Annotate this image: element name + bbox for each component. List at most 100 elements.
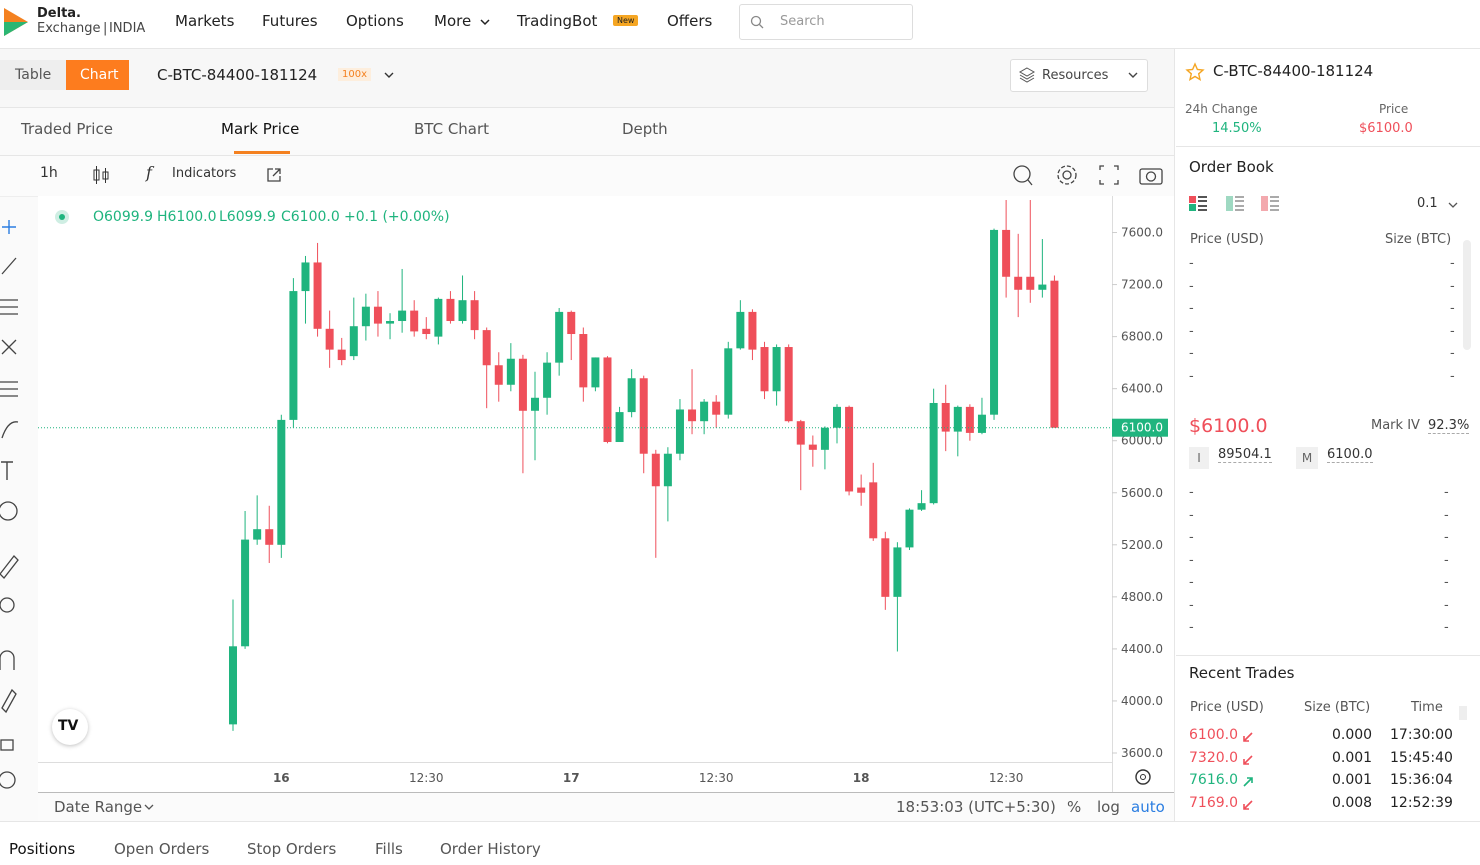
nav-item[interactable]: Markets xyxy=(175,12,235,30)
drawing-toolbar[interactable] xyxy=(0,200,26,800)
candle-type-icon[interactable] xyxy=(90,164,112,186)
candle-body xyxy=(881,538,890,597)
scale-option[interactable]: auto xyxy=(1131,798,1165,816)
candle-body xyxy=(639,378,648,454)
candle-body xyxy=(603,357,612,443)
candle-body xyxy=(313,262,322,329)
price-axis xyxy=(1112,196,1175,792)
toolbar-icons[interactable] xyxy=(1010,162,1165,188)
chart-tab[interactable]: Mark Price xyxy=(221,120,300,138)
divider xyxy=(1176,655,1480,656)
tv-logo[interactable] xyxy=(52,709,88,745)
indicators-label[interactable]: Indicators xyxy=(172,166,237,181)
change-value: 14.50% xyxy=(1212,121,1262,136)
ask-size: - xyxy=(1450,346,1455,361)
ask-size: - xyxy=(1450,368,1455,384)
right-panel xyxy=(1174,49,1480,821)
chart-toggle[interactable] xyxy=(66,60,129,90)
bid-price: - xyxy=(1189,575,1194,590)
nav-item[interactable]: Futures xyxy=(262,12,318,30)
bid-size: - xyxy=(1444,620,1449,635)
trade-price: 7616.0 xyxy=(1189,772,1238,788)
nav-item[interactable]: Offers xyxy=(667,12,713,30)
bottom-tab[interactable]: Positions xyxy=(9,840,76,858)
mark-value: 6100.0 xyxy=(1327,447,1373,463)
search-box[interactable] xyxy=(739,4,913,40)
layers-icon xyxy=(1018,67,1036,83)
resources-button[interactable] xyxy=(1010,59,1148,92)
candle-body xyxy=(675,409,684,454)
bottom-tab[interactable]: Order History xyxy=(440,840,541,858)
popout-icon[interactable] xyxy=(265,166,283,184)
ask-price: - xyxy=(1189,256,1194,271)
bid-size: - xyxy=(1444,485,1449,500)
arrow-path xyxy=(1243,754,1253,765)
y-tick-label: 4000.0 xyxy=(1121,694,1163,708)
bottom-tab[interactable]: Open Orders xyxy=(114,840,210,858)
bid-size: - xyxy=(1444,530,1449,545)
candle-body xyxy=(663,453,672,487)
candle-body xyxy=(591,357,600,388)
trade-time: 15:45:40 xyxy=(1390,749,1453,766)
nav-item[interactable]: TradingBot xyxy=(517,12,598,30)
date-range[interactable]: Date Range xyxy=(54,798,143,816)
candle-body xyxy=(784,347,793,422)
ohlc-change: +0.1 (+0.00%) xyxy=(344,209,450,225)
column-header: Size (BTC) xyxy=(1304,700,1371,715)
bottom-tab[interactable]: Fills xyxy=(375,840,403,858)
chevron xyxy=(1128,72,1138,78)
candle-body xyxy=(893,547,902,597)
candle-body xyxy=(1038,284,1047,290)
x-tick-label: 16 xyxy=(273,771,290,785)
mark-iv-value: 92.3% xyxy=(1428,418,1470,434)
candle-body xyxy=(567,311,576,335)
axis-settings-icon[interactable] xyxy=(1133,767,1153,787)
nav-item[interactable]: More xyxy=(434,12,472,30)
candle-body xyxy=(990,229,999,415)
column-header: Price (USD) xyxy=(1190,232,1264,247)
scale-option[interactable]: log xyxy=(1097,798,1120,816)
column-header: Size (BTC) xyxy=(1385,232,1452,247)
chart-tab[interactable]: BTC Chart xyxy=(414,120,490,138)
price-label: Price xyxy=(1379,102,1409,116)
order-book-title: Order Book xyxy=(1189,158,1274,176)
trade-arrow xyxy=(1243,732,1253,742)
chart-tab[interactable]: Traded Price xyxy=(21,120,113,138)
table-toggle[interactable] xyxy=(0,60,66,90)
candle-body xyxy=(265,529,274,545)
chart-tab[interactable]: Depth xyxy=(622,120,668,138)
candle-body xyxy=(386,321,395,324)
bottom-tab[interactable]: Stop Orders xyxy=(247,840,337,858)
ohlc-low: L6099.9 xyxy=(219,209,276,225)
scale-option[interactable]: % xyxy=(1067,798,1082,816)
new-badge: New xyxy=(613,15,639,26)
y-tick-label: 7200.0 xyxy=(1121,278,1163,292)
trade-price: 6100.0 xyxy=(1189,727,1238,743)
y-tick-label: 4800.0 xyxy=(1121,590,1163,604)
logo-icon xyxy=(4,8,28,36)
interval[interactable]: 1h xyxy=(40,165,58,181)
toggle-label: Table xyxy=(15,67,52,83)
arrow-path xyxy=(1243,732,1253,742)
nav-item[interactable]: Options xyxy=(346,12,404,30)
ask-size: - xyxy=(1450,256,1455,271)
candle-body xyxy=(808,444,817,450)
arrow-path xyxy=(1243,777,1253,787)
candle-body xyxy=(229,646,237,725)
candle-body xyxy=(615,412,624,443)
mark-iv-label: Mark IV xyxy=(1371,418,1420,433)
bid-price: - xyxy=(1189,620,1194,635)
candle-body xyxy=(700,401,709,422)
book-view-icons[interactable] xyxy=(1188,194,1283,214)
precision[interactable]: 0.1 xyxy=(1417,196,1438,211)
brand-region: INDIA xyxy=(109,21,146,36)
resources-label: Resources xyxy=(1042,68,1109,83)
ask-size: - xyxy=(1450,278,1455,294)
time-axis-line xyxy=(38,762,1112,763)
ask-price: - xyxy=(1189,278,1194,294)
mark-label: M xyxy=(1296,447,1318,469)
bid-price: - xyxy=(1189,552,1194,568)
ohlc-open: O6099.9 xyxy=(93,209,154,225)
candle-body xyxy=(869,482,878,539)
star-icon[interactable] xyxy=(1185,62,1205,82)
